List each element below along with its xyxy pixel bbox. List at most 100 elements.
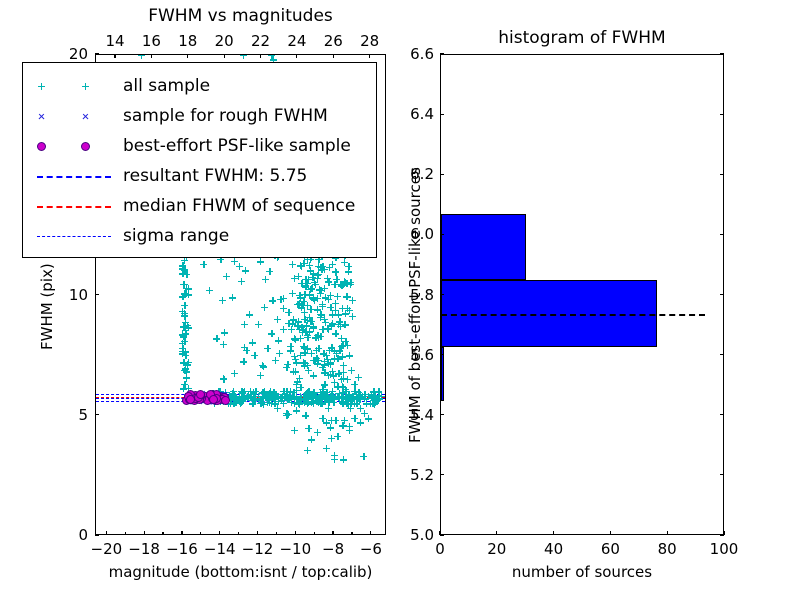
legend-label: best-effort PSF-like sample xyxy=(123,136,351,156)
scatter-point-all-sample xyxy=(342,337,350,345)
scatter-point-all-sample xyxy=(328,320,336,328)
scatter-point-all-sample xyxy=(268,392,276,400)
legend-entry[interactable]: sample for rough FWHM xyxy=(23,101,376,131)
scatter-point-all-sample xyxy=(301,360,309,368)
hist-y-tick xyxy=(440,474,444,476)
legend-line-sample xyxy=(37,236,111,237)
y-tick xyxy=(95,293,99,296)
scatter-point-all-sample xyxy=(297,262,305,270)
scatter-point-all-sample xyxy=(298,324,306,332)
scatter-point-all-sample xyxy=(321,318,329,326)
scatter-point-all-sample xyxy=(181,301,189,309)
scatter-point-all-sample xyxy=(251,352,259,360)
histogram-axes[interactable] xyxy=(440,54,724,535)
scatter-point-all-sample xyxy=(317,289,325,297)
legend-entry[interactable]: sigma range xyxy=(23,221,376,251)
scatter-point-all-sample xyxy=(294,395,302,403)
scatter-point-all-sample xyxy=(255,320,262,328)
scatter-point-all-sample xyxy=(331,281,339,288)
scatter-point-all-sample xyxy=(328,367,336,375)
scatter-point-all-sample xyxy=(182,352,190,360)
scatter-point-all-sample xyxy=(180,257,188,265)
scatter-point-all-sample xyxy=(339,389,347,397)
scatter-point-all-sample xyxy=(285,319,293,327)
x-tick-bottom xyxy=(332,531,334,535)
scatter-point-all-sample xyxy=(312,346,320,354)
scatter-point-all-sample xyxy=(301,315,309,323)
scatter-point-all-sample xyxy=(352,390,360,398)
x-tick-minor xyxy=(351,532,353,535)
scatter-point-all-sample xyxy=(180,266,188,274)
scatter-point-all-sample xyxy=(205,287,213,295)
scatter-point-all-sample xyxy=(323,388,331,396)
scatter-point-all-sample xyxy=(234,396,242,404)
histogram-bar[interactable] xyxy=(441,214,527,281)
scatter-point-all-sample xyxy=(334,383,342,391)
scatter-point-all-sample xyxy=(319,364,327,372)
scatter-point-all-sample xyxy=(270,56,278,64)
scatter-point-all-sample xyxy=(307,306,315,314)
scatter-point-all-sample xyxy=(180,333,188,341)
scatter-point-all-sample xyxy=(338,382,346,390)
scatter-point-all-sample xyxy=(332,350,340,358)
scatter-point-all-sample xyxy=(340,368,348,376)
scatter-point-all-sample xyxy=(240,343,248,351)
scatter-point-all-sample xyxy=(326,291,334,299)
plot-legend[interactable]: all sample sample for rough FWHM best-effo… xyxy=(22,62,377,258)
scatter-point-all-sample xyxy=(291,274,299,282)
scatter-point-all-sample xyxy=(238,398,246,406)
scatter-point-all-sample xyxy=(345,307,353,315)
scatter-point-all-sample xyxy=(339,361,347,369)
scatter-point-all-sample xyxy=(183,322,191,330)
scatter-point-all-sample xyxy=(339,342,347,350)
scatter-point-all-sample xyxy=(181,380,189,388)
scatter-point-all-sample xyxy=(290,352,298,360)
legend-marker-plus-icon xyxy=(37,82,45,90)
scatter-point-all-sample xyxy=(184,359,192,367)
scatter-point-all-sample xyxy=(341,417,349,424)
scatter-point-all-sample xyxy=(264,393,272,401)
legend-label: median FHWM of sequence xyxy=(123,196,356,216)
scatter-point-all-sample xyxy=(309,399,317,407)
scatter-point-all-sample xyxy=(230,400,238,408)
legend-entry[interactable]: median FHWM of sequence xyxy=(23,191,376,221)
scatter-point-all-sample xyxy=(323,274,331,282)
scatter-point-all-sample xyxy=(313,306,321,314)
scatter-point-all-sample xyxy=(331,355,339,363)
scatter-point-all-sample xyxy=(343,376,351,384)
hist-y-tick xyxy=(440,173,444,175)
legend-marker-cross-icon xyxy=(38,113,45,120)
scatter-point-all-sample xyxy=(290,398,298,406)
scatter-point-all-sample xyxy=(279,305,287,313)
scatter-point-all-sample xyxy=(327,322,335,330)
scatter-point-all-sample xyxy=(303,345,311,353)
scatter-point-all-sample xyxy=(182,327,190,335)
scatter-point-all-sample xyxy=(324,359,332,367)
scatter-point-all-sample xyxy=(219,340,227,348)
scatter-point-all-sample xyxy=(330,347,338,355)
hist-y-ticklabel: 5.8 xyxy=(410,285,434,304)
scatter-point-all-sample xyxy=(357,419,365,427)
legend-entry[interactable]: resultant FWHM: 5.75 xyxy=(23,161,376,191)
scatter-point-all-sample xyxy=(279,295,287,303)
scatter-point-all-sample xyxy=(327,303,335,311)
hist-x-tick xyxy=(666,531,668,535)
scatter-point-all-sample xyxy=(330,398,338,406)
scatter-point-all-sample xyxy=(259,395,267,403)
x-ticklabel-top: 14 xyxy=(105,32,125,50)
scatter-point-all-sample xyxy=(260,388,268,396)
legend-entry[interactable]: all sample xyxy=(23,71,376,101)
scatter-point-all-sample xyxy=(220,329,228,337)
scatter-point-all-sample xyxy=(181,312,189,320)
scatter-plot-area xyxy=(96,55,385,534)
legend-entry[interactable]: best-effort PSF-like sample xyxy=(23,131,376,161)
scatter-point-all-sample xyxy=(287,325,295,333)
scatter-point-all-sample xyxy=(375,392,383,400)
histogram-bar[interactable] xyxy=(441,346,444,401)
scatter-point-all-sample xyxy=(338,376,346,384)
scatter-point-all-sample xyxy=(292,381,300,389)
scatter-point-all-sample xyxy=(307,349,315,357)
scatter-point-all-sample xyxy=(296,300,304,308)
legend-marker-sample xyxy=(33,131,115,161)
scatter-point-all-sample xyxy=(345,423,353,431)
